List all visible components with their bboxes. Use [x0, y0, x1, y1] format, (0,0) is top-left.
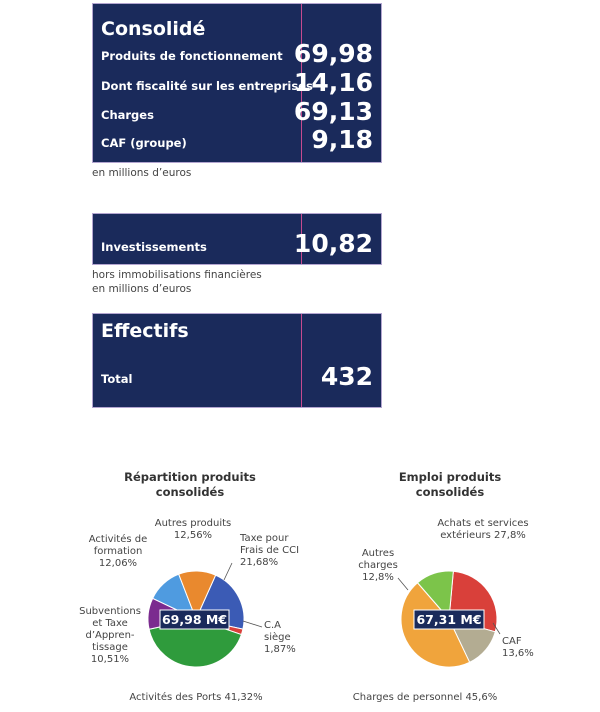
chart1-slice-label: 1,87%	[264, 644, 296, 655]
chart1-slice-label: 12,56%	[174, 530, 212, 541]
chart1-slice-label: Frais de CCI	[240, 545, 299, 556]
chart1-slice-6	[178, 570, 217, 621]
chart1-title-line: consolidés	[155, 485, 225, 499]
chart1-slice-label: 12,06%	[99, 558, 137, 569]
row-label-caf: CAF (groupe)	[101, 136, 187, 150]
chart1-slice-label: d’Appren-	[85, 630, 134, 641]
chart2-slice-label: 12,8%	[362, 572, 394, 583]
card-divider	[301, 214, 302, 264]
chart1-slice-label: et Taxe	[92, 618, 128, 629]
chart2-slice-4	[416, 570, 454, 621]
investissements-note-2: en millions d’euros	[92, 283, 192, 295]
row-label-fiscalite: Dont fiscalité sur les entreprises	[101, 79, 313, 93]
chart2-title-line: consolidés	[415, 485, 485, 499]
investissements-note-1: hors immobilisations financières	[92, 269, 262, 281]
chart2-title: Emploi produits consolidés	[370, 470, 530, 500]
chart1-slice-3	[148, 618, 243, 668]
chart1-leader-line	[242, 620, 263, 628]
chart2-slice-label: Autres	[362, 548, 394, 559]
chart1-slice-label: C.A	[264, 620, 281, 631]
row-value-charges: 69,13	[293, 97, 373, 126]
chart2-leader-line	[397, 577, 409, 591]
chart1-slice-label: siège	[264, 631, 291, 643]
investissements-value: 10,82	[293, 229, 373, 258]
consolide-note: en millions d’euros	[92, 167, 192, 179]
effectifs-card: Effectifs Total 432	[92, 313, 382, 408]
card-divider	[301, 4, 302, 162]
chart2-slice-label: charges	[358, 560, 398, 571]
chart1-center-box	[159, 609, 230, 630]
row-label-charges: Charges	[101, 108, 154, 122]
chart2-slice-label: Achats et services	[437, 518, 528, 529]
chart1-slice-label: 21,68%	[240, 557, 278, 568]
chart2-center-label: 67,31 M€	[416, 612, 481, 627]
chart1-slice-label: Subventions	[79, 606, 141, 617]
chart1-slice-label: Activités des Ports 41,32%	[129, 691, 262, 703]
investissements-label: Investissements	[101, 240, 207, 254]
row-value-fiscalite: 14,16	[293, 68, 373, 97]
chart1-slice-label: tissage	[92, 642, 128, 653]
chart2-slice-label: Charges de personnel 45,6%	[353, 692, 497, 703]
row-label-produits: Produits de fonctionnement	[101, 49, 283, 63]
chart1-title: Répartition produits consolidés	[110, 470, 270, 500]
effectifs-label: Total	[101, 372, 133, 386]
chart1-slice-label: Taxe pour	[239, 533, 289, 544]
chart2-title-line: Emploi produits	[398, 470, 502, 484]
chart2-slice-label: CAF	[502, 636, 522, 647]
chart1-slice-label: Activités de	[89, 533, 148, 545]
chart1-slice-label: 10,51%	[91, 654, 129, 665]
chart2-center-box	[413, 609, 485, 630]
chart2-leader-line	[492, 622, 501, 635]
chart2-slice-label: 13,6%	[502, 648, 534, 659]
effectifs-value: 432	[320, 362, 373, 391]
row-value-produits: 69,98	[293, 39, 373, 68]
effectifs-title: Effectifs	[101, 320, 189, 342]
consolide-title: Consolidé	[101, 18, 206, 40]
investissements-card: Investissements 10,82	[92, 213, 382, 265]
card-divider	[301, 314, 302, 407]
chart1-title-line: Répartition produits	[124, 470, 256, 484]
chart1-slice-label: formation	[94, 546, 143, 557]
chart2-slice-label: extérieurs 27,8%	[440, 529, 526, 541]
chart1-leader-line	[223, 562, 233, 581]
consolide-card: Consolidé Produits de fonctionnement 69,…	[92, 3, 382, 163]
row-value-caf: 9,18	[311, 125, 373, 154]
chart1-slice-label: Autres produits	[155, 518, 231, 529]
chart1-center-label: 69,98 M€	[162, 612, 227, 627]
